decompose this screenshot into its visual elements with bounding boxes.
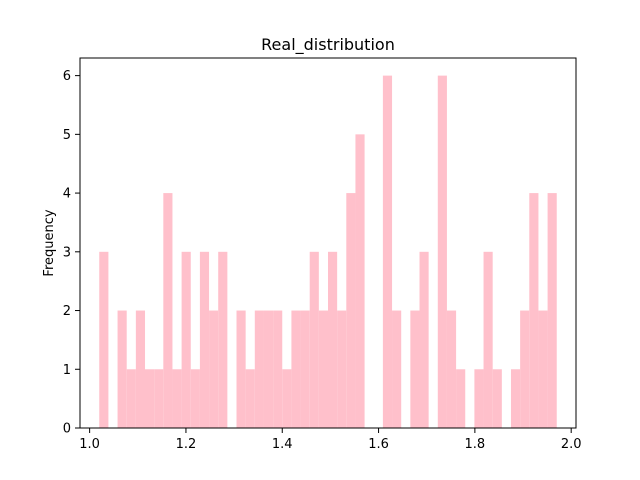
histogram-bar <box>529 193 539 428</box>
histogram-bar <box>492 369 502 428</box>
histogram-bar <box>437 75 447 428</box>
x-tick-label: 1.2 <box>176 437 197 452</box>
histogram-bar <box>291 310 301 428</box>
histogram-bar <box>538 310 548 428</box>
histogram-bar <box>474 369 484 428</box>
x-axis-ticks: 1.0 1.2 1.4 1.6 1.8 2.0 <box>79 428 582 452</box>
histogram-bar <box>446 310 457 428</box>
y-axis-ticks: 0 1 2 3 4 5 6 <box>63 69 80 437</box>
histogram-bar <box>282 369 292 428</box>
y-tick-label: 6 <box>63 69 71 84</box>
y-axis-label: Frequency <box>42 209 57 276</box>
histogram-bar <box>483 251 493 428</box>
y-tick-label: 1 <box>63 363 71 378</box>
histogram-bar <box>218 251 228 428</box>
histogram-bar <box>456 369 466 428</box>
histogram-bar <box>154 369 164 428</box>
histogram-bar <box>273 310 283 428</box>
histogram-bar <box>99 251 109 428</box>
histogram-bar <box>392 310 402 428</box>
x-tick-label: 1.6 <box>368 437 389 452</box>
histogram-bar <box>145 369 155 428</box>
histogram-bar <box>382 75 393 428</box>
histogram-bar <box>300 310 310 428</box>
histogram-bar <box>419 251 429 428</box>
x-tick-label: 1.4 <box>272 437 293 452</box>
y-tick-label: 5 <box>63 128 71 143</box>
x-tick-label: 1.0 <box>79 437 100 452</box>
histogram-bar <box>209 310 219 428</box>
histogram-bar <box>547 193 557 428</box>
histogram-bar <box>236 310 246 428</box>
histogram-bar <box>328 251 338 428</box>
plot-frame <box>79 57 577 429</box>
histogram-bar <box>117 310 127 428</box>
histogram-bar <box>181 251 191 428</box>
histogram-bar <box>126 369 136 428</box>
histogram-bar <box>163 193 173 428</box>
chart-title: Real_distribution <box>261 35 395 55</box>
histogram-bar <box>263 310 274 428</box>
bars-group <box>99 75 557 428</box>
histogram-bar <box>346 193 356 428</box>
histogram-bar <box>199 251 210 428</box>
histogram-bar <box>309 251 319 428</box>
histogram-bar <box>410 310 420 428</box>
histogram-bar <box>337 310 347 428</box>
x-tick-label: 2.0 <box>561 437 582 452</box>
histogram-bar <box>190 369 200 428</box>
histogram-bar <box>520 310 530 428</box>
histogram-bar <box>355 134 365 428</box>
histogram-bar <box>318 310 328 428</box>
y-tick-label: 2 <box>63 304 71 319</box>
histogram-bar <box>510 369 521 428</box>
histogram-bar <box>245 369 255 428</box>
histogram-bar <box>135 310 146 428</box>
histogram-bar <box>172 369 182 428</box>
y-tick-label: 0 <box>63 422 71 437</box>
x-tick-label: 1.8 <box>465 437 486 452</box>
y-tick-label: 4 <box>63 187 71 202</box>
histogram-bar <box>254 310 264 428</box>
y-tick-label: 3 <box>63 245 71 260</box>
